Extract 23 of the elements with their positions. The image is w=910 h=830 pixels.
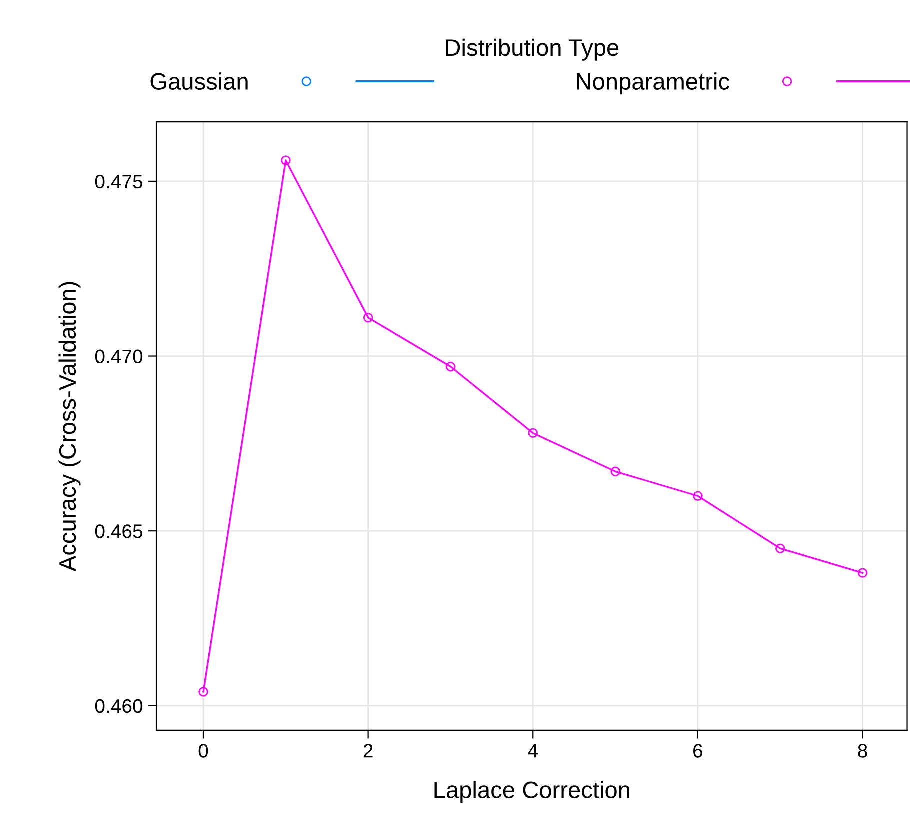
x-tick-label: 4 (528, 744, 538, 758)
legend-label: Gaussian (150, 72, 248, 90)
legend-title: Distribution Type (446, 38, 619, 61)
point (446, 362, 456, 372)
point (858, 568, 868, 578)
point (363, 312, 374, 323)
point (610, 466, 620, 477)
point (198, 687, 208, 697)
x-tick-label: 8 (858, 744, 868, 758)
x-tick-label: 6 (694, 744, 703, 758)
y-tick-label: 0.460 (95, 699, 143, 714)
x-axis-title: Laplace Correction (434, 781, 630, 804)
point (776, 544, 786, 554)
y-axis-title: Accuracy (Cross-Validation) (58, 282, 81, 572)
point (693, 491, 703, 501)
point (281, 156, 291, 166)
point (528, 428, 538, 438)
y-tick-label: 0.475 (95, 174, 143, 189)
legend-label: Nonparametric (577, 72, 730, 95)
x-tick-label: 2 (364, 744, 373, 758)
y-tick-label: 0.465 (95, 524, 143, 538)
y-tick-label: 0.470 (95, 350, 143, 364)
x-tick-label: 0 (198, 744, 208, 758)
